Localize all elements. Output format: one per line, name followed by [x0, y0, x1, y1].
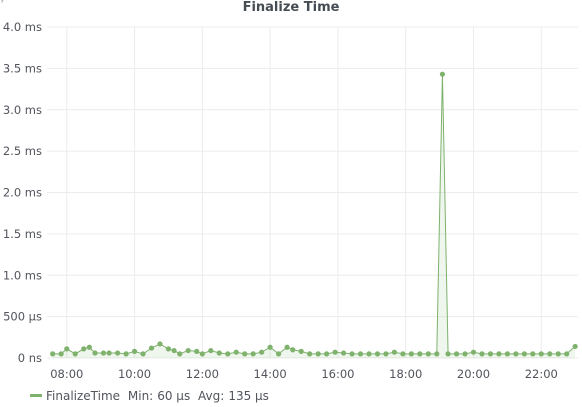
data-point: [250, 351, 256, 357]
series-line: [52, 74, 576, 355]
data-point: [284, 344, 290, 350]
data-point: [538, 351, 544, 357]
legend-series-name[interactable]: FinalizeTime: [46, 389, 121, 403]
data-point: [216, 350, 222, 356]
data-point: [439, 71, 446, 77]
data-point: [513, 351, 519, 357]
data-point: [242, 351, 248, 357]
chart-title[interactable]: Finalize Time: [242, 0, 340, 15]
data-point: [50, 351, 56, 357]
data-point: [185, 347, 191, 354]
data-point: [462, 351, 468, 357]
data-point: [290, 347, 296, 353]
x-tick-label: 18:00: [389, 367, 422, 381]
data-point: [307, 351, 313, 357]
data-point: [81, 346, 87, 352]
x-tick-label: 20:00: [457, 367, 490, 381]
data-point: [225, 351, 231, 357]
x-tick-label: 08:00: [50, 367, 83, 381]
data-point: [194, 348, 200, 354]
legend[interactable]: FinalizeTime Min: 60 µs Avg: 135 µs: [30, 388, 273, 404]
x-tick-label: 12:00: [186, 367, 219, 381]
data-point: [165, 346, 172, 352]
data-point: [276, 351, 282, 357]
data-point: [479, 351, 485, 357]
data-point: [72, 351, 78, 357]
data-point: [417, 351, 423, 357]
data-point: [131, 348, 138, 354]
panel-corner-glyph: ⸢: [1, 0, 5, 8]
data-point: [92, 350, 98, 356]
data-point: [64, 346, 70, 352]
data-point: [374, 351, 381, 357]
data-point: [434, 351, 440, 357]
legend-series-swatch: [30, 394, 42, 397]
data-point: [208, 347, 214, 354]
data-point: [572, 343, 578, 350]
y-tick-label: 2.5 ms: [3, 144, 42, 158]
data-point: [400, 351, 406, 357]
data-point: [106, 350, 112, 356]
legend-min-value: 60 µs: [157, 389, 191, 403]
y-tick-label: 3.5 ms: [3, 61, 42, 75]
series-area: [52, 74, 576, 358]
y-tick-label: 2.0 ms: [3, 186, 42, 200]
data-point: [115, 350, 121, 356]
legend-min-label: Min:: [127, 389, 154, 403]
chart-plot: 0 ns 500 µs 1.0 ms 1.5 ms 2.0 ms 2.5 ms 3.0 ms…: [3, 20, 578, 381]
data-point: [157, 341, 163, 347]
data-point: [148, 345, 155, 351]
x-tick-label: 14:00: [254, 367, 287, 381]
x-tick-label: 10:00: [118, 367, 151, 381]
y-tick-label: 1.0 ms: [3, 268, 42, 282]
data-point: [199, 351, 205, 357]
data-point: [504, 351, 510, 357]
data-point: [259, 349, 265, 355]
data-point: [391, 349, 398, 355]
data-point: [233, 349, 239, 355]
x-tick-label: 22:00: [525, 367, 558, 381]
data-point: [357, 351, 364, 357]
data-point: [564, 351, 570, 357]
data-point: [425, 351, 431, 357]
legend-avg-value: 135 µs: [228, 389, 269, 403]
data-point: [555, 351, 561, 357]
data-point: [267, 344, 273, 350]
data-point: [177, 351, 183, 357]
y-tick-label: 1.5 ms: [3, 227, 42, 241]
data-point: [496, 351, 502, 357]
data-point: [324, 351, 330, 357]
data-point: [340, 350, 347, 356]
data-point: [453, 351, 460, 357]
y-tick-label: 0 ns: [18, 351, 42, 365]
data-point: [123, 351, 129, 357]
data-point: [530, 351, 536, 357]
data-point: [445, 351, 451, 357]
y-tick-label: 500 µs: [3, 310, 42, 324]
y-tick-label: 4.0 ms: [3, 20, 42, 34]
data-point: [366, 351, 372, 357]
data-point: [58, 351, 64, 357]
data-point: [100, 350, 107, 356]
data-point: [315, 351, 321, 357]
data-point: [140, 351, 146, 357]
data-point: [332, 349, 338, 355]
data-point: [470, 349, 477, 355]
y-tick-label: 3.0 ms: [3, 103, 42, 117]
data-point: [487, 351, 494, 357]
data-point: [86, 344, 92, 350]
data-point: [547, 351, 553, 357]
data-point: [408, 351, 414, 357]
data-point: [298, 348, 304, 354]
data-point: [383, 351, 389, 357]
legend-avg-label: Avg:: [198, 389, 225, 403]
data-point: [349, 351, 355, 357]
data-point: [171, 347, 177, 354]
data-point: [521, 351, 527, 357]
x-tick-label: 16:00: [321, 367, 354, 381]
